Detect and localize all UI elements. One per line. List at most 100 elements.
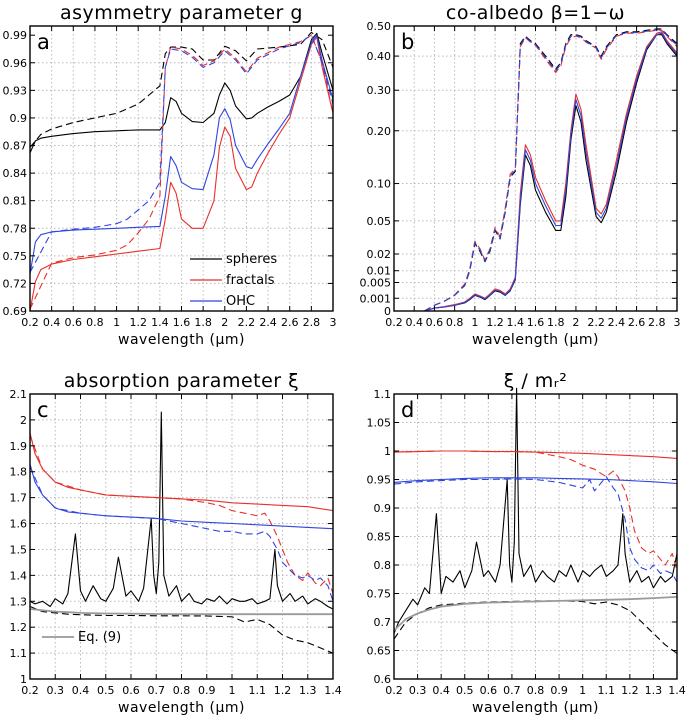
legend-label: spheres — [226, 252, 277, 267]
x-tick-label: 0.4 — [432, 684, 450, 697]
y-tick-label: 0.84 — [3, 167, 28, 180]
x-tick-label: 1.3 — [299, 684, 317, 697]
legend-label: OHC — [226, 294, 255, 309]
y-tick-label: 0.96 — [3, 57, 28, 70]
y-tick-label: 1.9 — [10, 440, 28, 453]
y-tick-label: 1.2 — [10, 621, 28, 634]
y-tick-label: 1.05 — [367, 417, 392, 430]
series-line-fractals — [29, 36, 334, 312]
series-line-ohc — [424, 32, 678, 312]
x-tick-label: 0.6 — [426, 316, 444, 329]
y-tick-label: 0.8 — [374, 559, 392, 572]
y-tick-label: 0.40 — [367, 50, 392, 63]
x-tick-label: 3 — [674, 316, 681, 329]
x-tick-label: 0.8 — [446, 316, 464, 329]
y-tick-label: 1.5 — [10, 543, 28, 556]
x-tick-label: 3 — [330, 316, 337, 329]
x-tick-label: 1 — [229, 684, 236, 697]
plot-frame — [29, 25, 334, 312]
series-line-spheres — [424, 34, 678, 312]
series-line-eq-9- — [393, 596, 678, 632]
x-tick-label: 2.2 — [587, 316, 605, 329]
chart-title: absorption parameter ξ — [64, 370, 299, 392]
x-tick-label: 1 — [471, 316, 478, 329]
series-line-spheres — [29, 32, 334, 154]
x-axis-label: wavelength (μm) — [472, 332, 599, 348]
x-tick-label: 0.3 — [409, 684, 427, 697]
series-line-fractals-dashed — [29, 34, 334, 310]
y-tick-label: 0.01 — [367, 265, 392, 278]
x-tick-label: 0.9 — [198, 684, 216, 697]
y-tick-label: 0.05 — [367, 215, 392, 228]
x-tick-label: 0.7 — [148, 684, 166, 697]
x-tick-label: 0.8 — [527, 684, 545, 697]
x-tick-label: 2.2 — [238, 316, 256, 329]
y-tick-label: 1.1 — [374, 388, 392, 401]
series-line-spheres — [29, 411, 334, 610]
y-tick-label: 1.3 — [10, 595, 28, 608]
chart-title: co-albedo β=1−ω — [446, 2, 625, 24]
x-tick-label: 1.2 — [621, 684, 639, 697]
x-tick-label: 1.2 — [486, 316, 504, 329]
x-tick-label: 0.2 — [21, 684, 39, 697]
x-tick-label: 0.7 — [503, 684, 521, 697]
y-tick-label: 0.75 — [3, 250, 28, 263]
x-tick-label: 0.8 — [173, 684, 191, 697]
series-line-eq-9- — [29, 608, 333, 616]
y-tick-label: 0.75 — [367, 588, 392, 601]
x-tick-label: 2.6 — [281, 316, 299, 329]
y-tick-label: 2 — [20, 414, 27, 427]
series-line-ohc-dashed — [29, 34, 334, 273]
series-line-ohc-dashed — [424, 29, 678, 312]
y-tick-label: 0.69 — [3, 305, 28, 318]
y-tick-label: 0.30 — [367, 84, 392, 97]
y-tick-label: 0.20 — [367, 125, 392, 138]
x-tick-label: 1.4 — [668, 684, 686, 697]
y-tick-label: 0.99 — [3, 29, 28, 42]
x-tick-label: 0.4 — [72, 684, 90, 697]
y-tick-label: 0.95 — [367, 474, 392, 487]
y-tick-label: 0.10 — [367, 178, 392, 191]
x-tick-label: 1.1 — [598, 684, 616, 697]
chart-title: asymmetry parameter g — [60, 2, 303, 24]
y-tick-label: 1.6 — [10, 518, 28, 531]
y-tick-label: 1.7 — [10, 492, 28, 505]
y-tick-label: 0.001 — [360, 292, 392, 305]
x-tick-label: 0.2 — [385, 684, 403, 697]
x-tick-label: 2.6 — [628, 316, 646, 329]
panel-letter: a — [37, 30, 50, 54]
panel-letter: c — [37, 398, 49, 422]
x-tick-label: 1 — [113, 316, 120, 329]
panel-a: 0.2 0.4 0.6 0.8 1 1.2 1.4 1.6 1.8 2 2.2 2.4 2.6 2.8 30… — [3, 2, 337, 348]
x-tick-label: 1.4 — [507, 316, 525, 329]
x-tick-label: 1.8 — [547, 316, 565, 329]
series-line-ohc — [29, 34, 334, 275]
y-tick-label: 2.1 — [10, 388, 28, 401]
x-axis-label: wavelength (μm) — [118, 700, 245, 716]
x-axis-label: wavelength (μm) — [118, 332, 245, 348]
series-line-ohc-dashed — [393, 476, 678, 583]
y-tick-label: 0.81 — [3, 195, 28, 208]
x-tick-label: 0.9 — [550, 684, 568, 697]
panel-b: 0.2 0.4 0.6 0.8 1 1.2 1.4 1.6 1.8 2 2.2 2.4 2.6 2.8 3 0… — [360, 2, 681, 348]
x-tick-label: 1.3 — [645, 684, 663, 697]
y-tick-label: 0.85 — [367, 531, 392, 544]
y-tick-label: 1.8 — [10, 466, 28, 479]
x-tick-label: 0.6 — [65, 316, 83, 329]
panel-letter: d — [401, 398, 414, 422]
y-tick-label: 0.02 — [367, 248, 392, 261]
y-tick-label: 1 — [20, 673, 27, 686]
x-tick-label: 1.6 — [527, 316, 545, 329]
x-tick-label: 2.4 — [608, 316, 626, 329]
y-tick-label: 1.4 — [10, 569, 28, 582]
y-tick-label: 0.87 — [3, 140, 28, 153]
series-line-ohc-dashed — [29, 466, 334, 602]
series-line-spheres-dashed — [29, 31, 334, 148]
chart-title: ξ / mᵣ² — [504, 370, 568, 392]
x-tick-label: 1.4 — [151, 316, 169, 329]
y-tick-label: 0.005 — [360, 277, 392, 290]
x-tick-label: 1.2 — [274, 684, 292, 697]
x-tick-label: 0.6 — [480, 684, 498, 697]
y-tick-label: 1.1 — [10, 647, 28, 660]
